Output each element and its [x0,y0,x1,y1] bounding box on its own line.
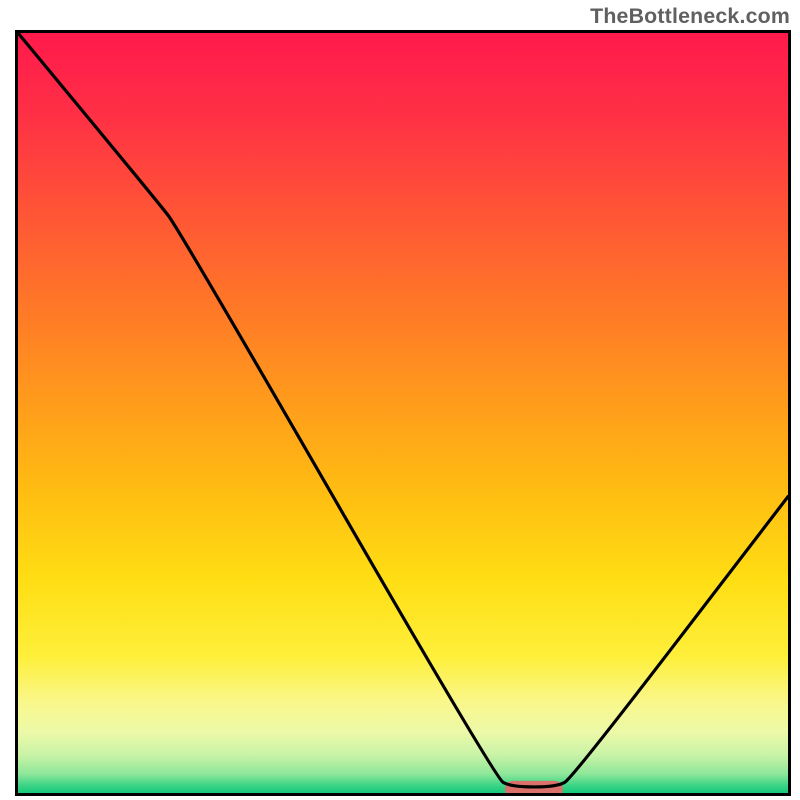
canvas: TheBottleneck.com [0,0,800,800]
plot-area [15,30,791,796]
chart-svg [18,33,788,793]
watermark-text: TheBottleneck.com [590,4,790,29]
bottleneck-curve [18,33,788,787]
